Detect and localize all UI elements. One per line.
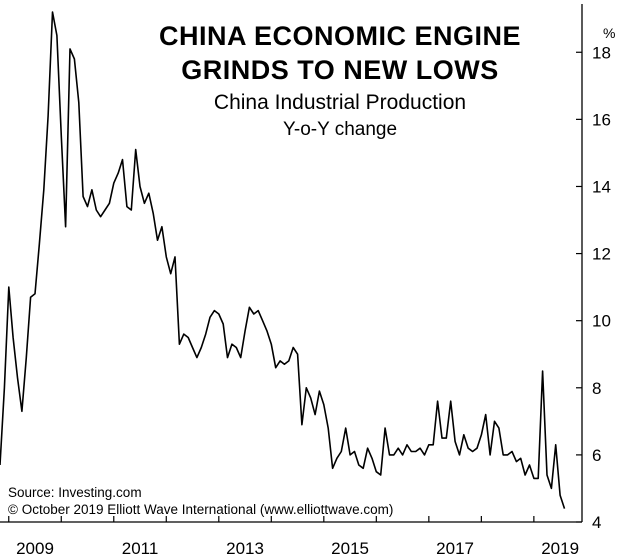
series-line bbox=[0, 11, 566, 509]
chart-title-line-1: CHINA ECONOMIC ENGINE bbox=[158, 21, 521, 51]
y-tick-label: 14 bbox=[592, 177, 611, 196]
y-tick-label: 12 bbox=[592, 245, 611, 264]
x-tick-label: 2011 bbox=[122, 539, 159, 558]
y-tick-label: 18 bbox=[592, 43, 611, 62]
chart-title-line-2: GRINDS TO NEW LOWS bbox=[181, 55, 499, 85]
x-tick-label: 2019 bbox=[541, 539, 579, 558]
chart-axes bbox=[0, 4, 583, 523]
y-axis-ticks: 4 6 8 10 12 14 16 18 bbox=[576, 43, 611, 532]
y-tick-label: 6 bbox=[592, 446, 601, 465]
x-axis-ticks: 2009 2011 2013 2015 2017 2019 bbox=[8, 516, 579, 558]
chart-subtitle-2: Y-o-Y change bbox=[282, 119, 398, 140]
x-tick-label: 2013 bbox=[226, 539, 264, 558]
source-note: Source: Investing.com bbox=[8, 485, 142, 500]
y-tick-label: 16 bbox=[592, 110, 611, 129]
x-tick-label: 2015 bbox=[331, 539, 369, 558]
series-layer bbox=[0, 11, 566, 509]
y-tick-label: 10 bbox=[592, 312, 611, 331]
chart-subtitle: China Industrial Production bbox=[213, 91, 467, 114]
y-axis-unit: % bbox=[603, 25, 615, 41]
x-tick-label: 2009 bbox=[16, 539, 54, 558]
copyright-note: © October 2019 Elliott Wave Internationa… bbox=[8, 502, 394, 517]
y-tick-label: 8 bbox=[592, 379, 601, 398]
x-tick-label: 2017 bbox=[436, 539, 474, 558]
y-tick-label: 4 bbox=[592, 513, 601, 532]
